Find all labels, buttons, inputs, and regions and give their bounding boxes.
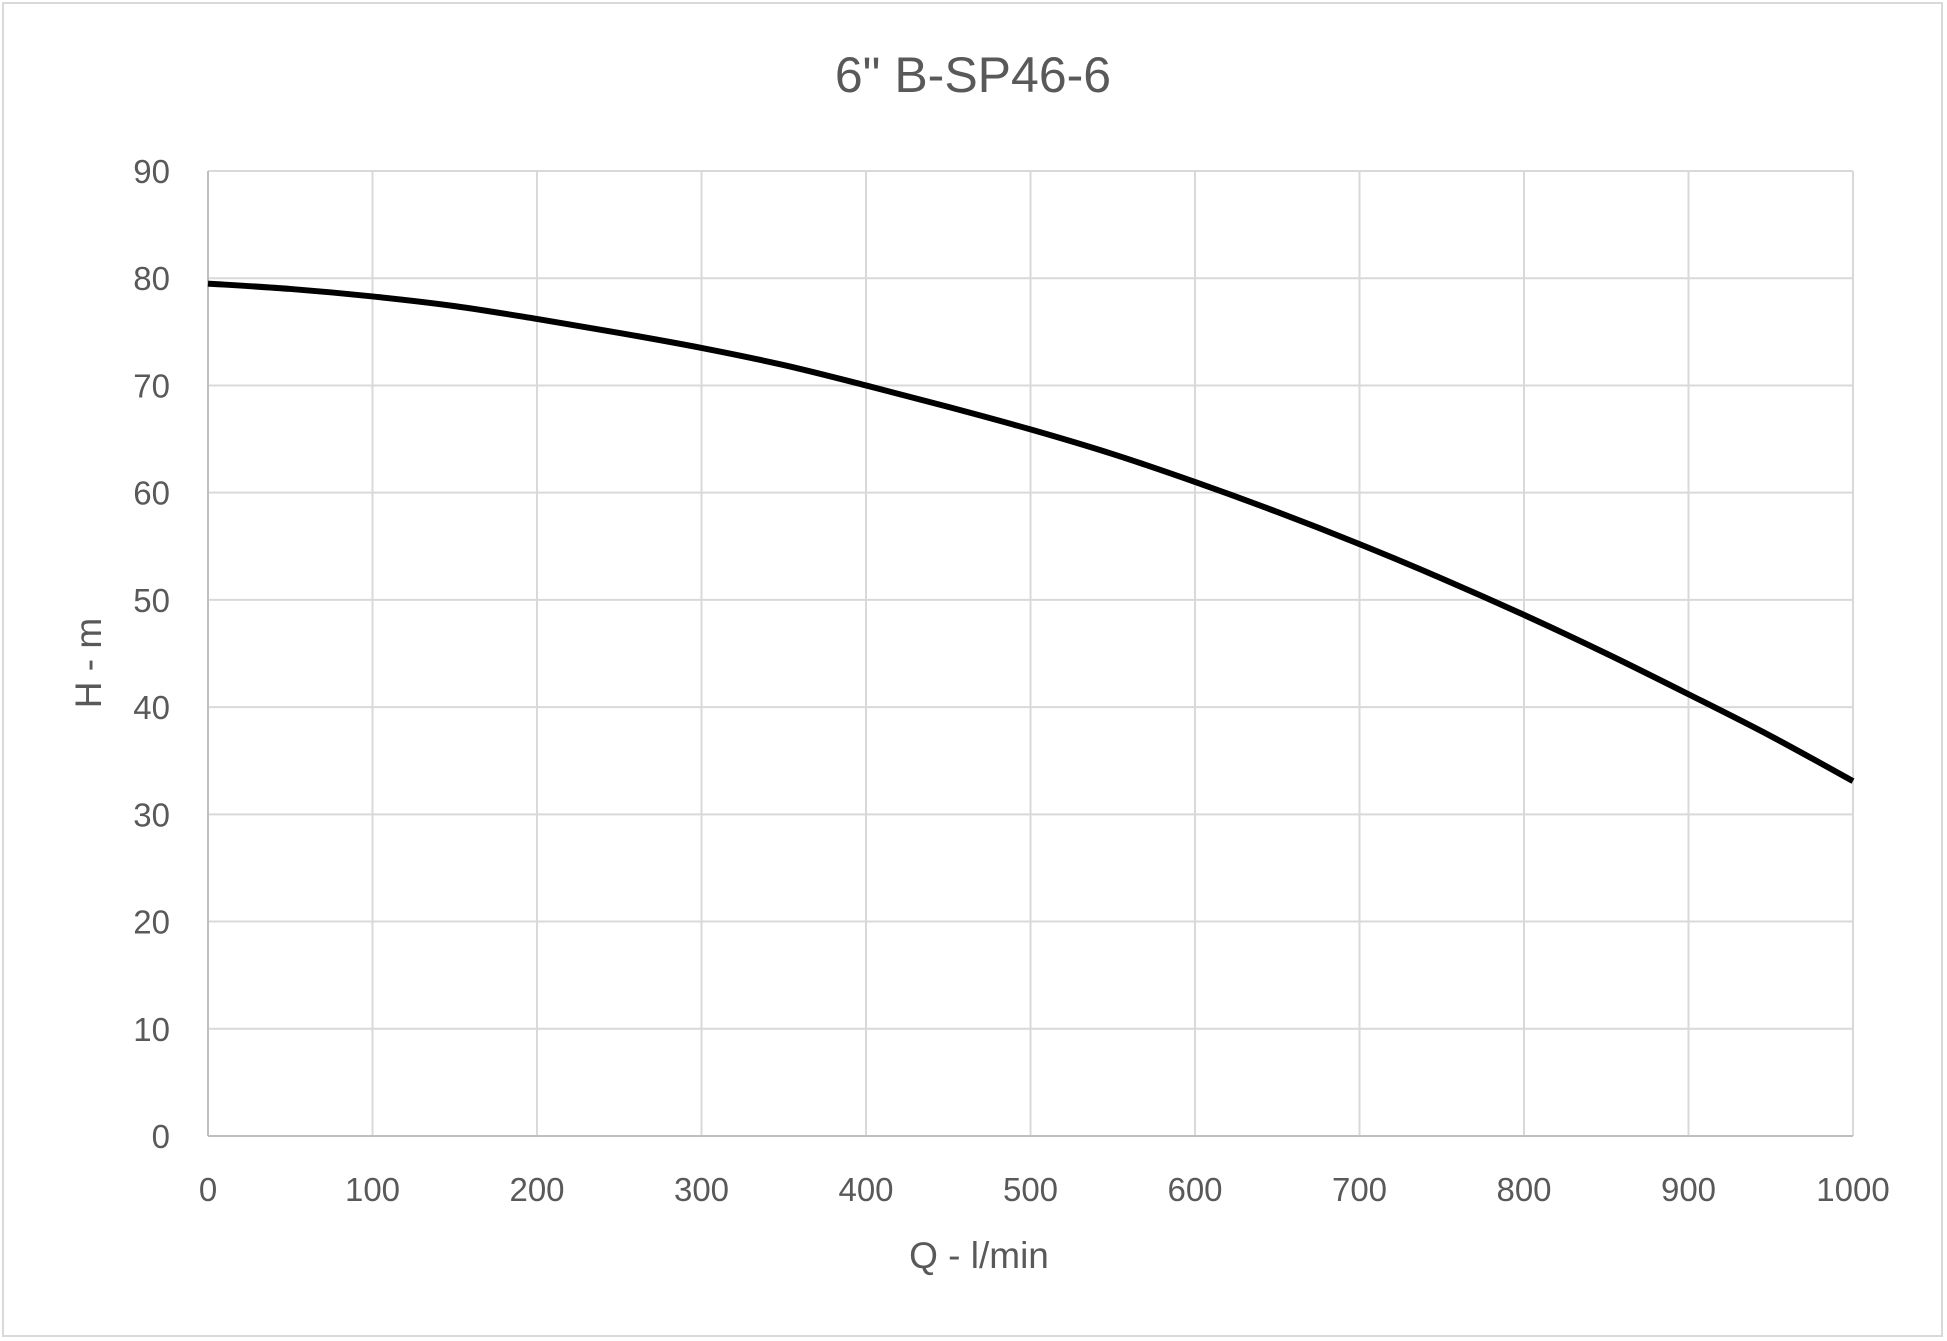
y-tick-label: 20 [133,904,170,941]
y-axis-title: H - m [68,618,109,708]
y-tick-label: 10 [133,1011,170,1048]
y-tick-label: 30 [133,796,170,833]
x-tick-label: 700 [1332,1171,1387,1208]
series-layer [207,280,1855,784]
x-tick-label: 0 [199,1171,217,1208]
y-tick-label: 90 [133,153,170,190]
x-tick-label: 100 [345,1171,400,1208]
y-tick-label: 60 [133,475,170,512]
tick-labels: 0 100 200 300 400 500 600 700 800 900 1000 0 10 20 30 4… [133,153,1889,1208]
y-tick-label: 80 [133,260,170,297]
x-tick-label: 200 [509,1171,564,1208]
y-tick-label: 70 [133,367,170,404]
x-tick-label: 300 [674,1171,729,1208]
x-tick-label: 500 [1003,1171,1058,1208]
y-tick-label: 50 [133,582,170,619]
x-tick-label: 1000 [1816,1171,1889,1208]
x-tick-label: 600 [1167,1171,1222,1208]
x-axis-title: Q - l/min [909,1235,1049,1276]
series-line [207,280,1855,784]
y-tick-label: 0 [152,1118,170,1155]
x-tick-label: 400 [838,1171,893,1208]
axes [207,171,1853,1137]
chart-title: 6" B-SP46-6 [835,47,1111,103]
x-tick-label: 800 [1496,1171,1551,1208]
y-tick-label: 40 [133,689,170,726]
x-tick-label: 900 [1661,1171,1716,1208]
